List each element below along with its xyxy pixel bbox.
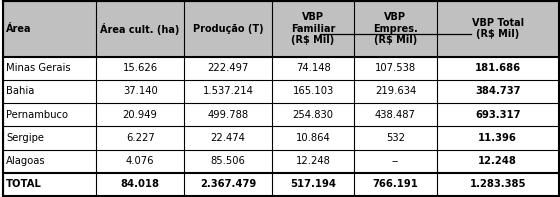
Text: 22.474: 22.474: [211, 133, 245, 143]
Bar: [3, 150, 559, 173]
Text: Produção (T): Produção (T): [193, 24, 263, 34]
Text: Alagoas: Alagoas: [6, 156, 46, 166]
Text: 10.864: 10.864: [296, 133, 330, 143]
Text: 165.103: 165.103: [292, 86, 334, 96]
Bar: [3, 80, 559, 103]
Text: Sergipe: Sergipe: [6, 133, 44, 143]
Text: 1.537.214: 1.537.214: [203, 86, 254, 96]
Text: TOTAL: TOTAL: [6, 179, 42, 189]
Text: Familiar: Familiar: [291, 24, 335, 34]
Text: 107.538: 107.538: [375, 63, 416, 73]
Text: Área: Área: [6, 24, 32, 34]
Bar: [3, 173, 559, 196]
Text: 12.248: 12.248: [296, 156, 330, 166]
Text: 2.367.479: 2.367.479: [200, 179, 256, 189]
Text: 85.506: 85.506: [211, 156, 245, 166]
Text: 254.830: 254.830: [292, 110, 334, 120]
Text: VBP Total: VBP Total: [472, 18, 524, 28]
Text: 84.018: 84.018: [120, 179, 160, 189]
Text: --: --: [392, 156, 399, 166]
Text: Minas Gerais: Minas Gerais: [6, 63, 71, 73]
Text: 499.788: 499.788: [207, 110, 249, 120]
Text: 219.634: 219.634: [375, 86, 416, 96]
Text: 11.396: 11.396: [478, 133, 517, 143]
Text: (R$ Mil): (R$ Mil): [291, 35, 335, 45]
Text: VBP: VBP: [384, 12, 407, 22]
Text: Área cult. (ha): Área cult. (ha): [100, 23, 180, 35]
Bar: [3, 126, 559, 150]
Text: 74.148: 74.148: [296, 63, 330, 73]
Text: 1.283.385: 1.283.385: [469, 179, 526, 189]
Text: 438.487: 438.487: [375, 110, 416, 120]
Text: 517.194: 517.194: [290, 179, 336, 189]
Text: 384.737: 384.737: [475, 86, 520, 96]
Text: Bahia: Bahia: [6, 86, 35, 96]
Text: 4.076: 4.076: [126, 156, 155, 166]
Bar: [3, 103, 559, 126]
Text: 12.248: 12.248: [478, 156, 517, 166]
Text: 766.191: 766.191: [372, 179, 418, 189]
Text: 532: 532: [386, 133, 405, 143]
Text: 6.227: 6.227: [126, 133, 155, 143]
Text: 15.626: 15.626: [123, 63, 158, 73]
Text: 693.317: 693.317: [475, 110, 520, 120]
Text: 37.140: 37.140: [123, 86, 157, 96]
Text: 222.497: 222.497: [207, 63, 249, 73]
Bar: [3, 1, 559, 57]
Text: Empres.: Empres.: [373, 24, 418, 34]
Bar: [3, 57, 559, 80]
Text: 20.949: 20.949: [123, 110, 157, 120]
Text: VBP: VBP: [302, 12, 324, 22]
Text: 181.686: 181.686: [475, 63, 521, 73]
Text: (R$ Mil): (R$ Mil): [476, 30, 519, 39]
Text: Pernambuco: Pernambuco: [6, 110, 68, 120]
Text: (R$ Mil): (R$ Mil): [374, 35, 417, 45]
